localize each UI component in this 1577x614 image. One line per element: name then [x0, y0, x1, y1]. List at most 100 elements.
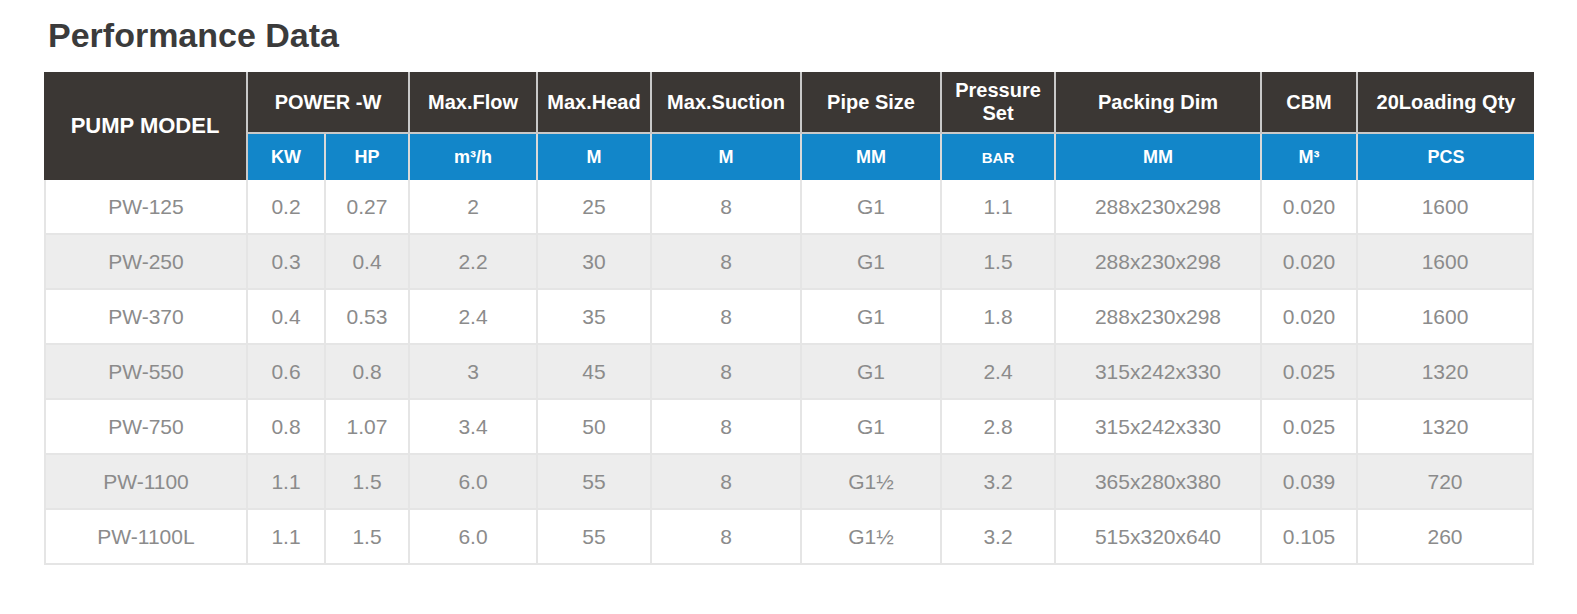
- table-row: PW-125 0.2 0.27 2 25 8 G1 1.1 288x230x29…: [44, 180, 1534, 235]
- page-title: Performance Data: [48, 16, 1577, 55]
- pump-model-cell: PW-370: [44, 290, 248, 345]
- table-cell: 0.105: [1262, 510, 1358, 565]
- table-cell: 1.07: [326, 400, 410, 455]
- table-cell: 35: [538, 290, 652, 345]
- table-cell: 55: [538, 455, 652, 510]
- table-cell: G1: [802, 345, 942, 400]
- table-cell: 1.1: [248, 510, 326, 565]
- column-header-max-suction: Max.Suction: [652, 72, 802, 134]
- table-cell: 2.4: [410, 290, 538, 345]
- table-cell: 1600: [1358, 290, 1534, 345]
- table-cell: 0.4: [326, 235, 410, 290]
- table-cell: 2.2: [410, 235, 538, 290]
- table-cell: 315x242x330: [1056, 400, 1262, 455]
- table-cell: 2.4: [942, 345, 1056, 400]
- table-cell: 260: [1358, 510, 1534, 565]
- pump-model-cell: PW-1100: [44, 455, 248, 510]
- table-cell: 2: [410, 180, 538, 235]
- table-cell: 1320: [1358, 345, 1534, 400]
- table-cell: G1: [802, 180, 942, 235]
- table-cell: 1.1: [248, 455, 326, 510]
- table-cell: 1600: [1358, 235, 1534, 290]
- table-cell: 8: [652, 180, 802, 235]
- table-cell: 3.2: [942, 455, 1056, 510]
- table-cell: 3.2: [942, 510, 1056, 565]
- performance-table: PUMP MODEL POWER -W Max.Flow Max.Head Ma…: [44, 72, 1534, 565]
- unit-header-bar: BAR: [942, 134, 1056, 180]
- column-header-max-flow: Max.Flow: [410, 72, 538, 134]
- table-row: PW-550 0.6 0.8 3 45 8 G1 2.4 315x242x330…: [44, 345, 1534, 400]
- column-header-packing-dim: Packing Dim: [1056, 72, 1262, 134]
- column-header-pump-model: PUMP MODEL: [44, 72, 248, 180]
- table-cell: 45: [538, 345, 652, 400]
- table-cell: 720: [1358, 455, 1534, 510]
- unit-header-pcs: PCS: [1358, 134, 1534, 180]
- table-cell: 0.3: [248, 235, 326, 290]
- table-cell: 315x242x330: [1056, 345, 1262, 400]
- table-cell: 1.5: [942, 235, 1056, 290]
- table-cell: G1½: [802, 510, 942, 565]
- pump-model-cell: PW-250: [44, 235, 248, 290]
- table-row: PW-370 0.4 0.53 2.4 35 8 G1 1.8 288x230x…: [44, 290, 1534, 345]
- table-cell: 0.020: [1262, 290, 1358, 345]
- table-cell: 0.8: [326, 345, 410, 400]
- table-cell: 365x280x380: [1056, 455, 1262, 510]
- unit-header-m3h: m³/h: [410, 134, 538, 180]
- pump-model-cell: PW-750: [44, 400, 248, 455]
- table-cell: 3.4: [410, 400, 538, 455]
- table-cell: G1: [802, 400, 942, 455]
- table-cell: 3: [410, 345, 538, 400]
- table-cell: 0.6: [248, 345, 326, 400]
- table-cell: 288x230x298: [1056, 290, 1262, 345]
- pump-model-cell: PW-125: [44, 180, 248, 235]
- unit-header-m3: M³: [1262, 134, 1358, 180]
- column-header-power: POWER -W: [248, 72, 410, 134]
- table-cell: 8: [652, 455, 802, 510]
- table-cell: 1.8: [942, 290, 1056, 345]
- table-cell: 8: [652, 400, 802, 455]
- column-header-cbm: CBM: [1262, 72, 1358, 134]
- table-cell: G1: [802, 235, 942, 290]
- table-cell: 8: [652, 345, 802, 400]
- pump-model-cell: PW-550: [44, 345, 248, 400]
- table-cell: 55: [538, 510, 652, 565]
- table-cell: 1600: [1358, 180, 1534, 235]
- table-cell: 1.1: [942, 180, 1056, 235]
- table-cell: 8: [652, 235, 802, 290]
- table-cell: 0.025: [1262, 400, 1358, 455]
- table-cell: 30: [538, 235, 652, 290]
- unit-header-hp: HP: [326, 134, 410, 180]
- table-cell: 6.0: [410, 455, 538, 510]
- table-cell: 288x230x298: [1056, 235, 1262, 290]
- table-cell: G1: [802, 290, 942, 345]
- table-cell: 6.0: [410, 510, 538, 565]
- table-cell: 0.020: [1262, 180, 1358, 235]
- column-header-pressure-set: Pressure Set: [942, 72, 1056, 134]
- table-cell: 288x230x298: [1056, 180, 1262, 235]
- table-cell: 0.27: [326, 180, 410, 235]
- unit-header-mm-pipe: MM: [802, 134, 942, 180]
- unit-header-m-head: M: [538, 134, 652, 180]
- table-cell: 0.53: [326, 290, 410, 345]
- table-row: PW-250 0.3 0.4 2.2 30 8 G1 1.5 288x230x2…: [44, 235, 1534, 290]
- table-cell: 0.039: [1262, 455, 1358, 510]
- table-cell: 0.8: [248, 400, 326, 455]
- table-cell: 0.025: [1262, 345, 1358, 400]
- column-header-max-head: Max.Head: [538, 72, 652, 134]
- table-cell: 0.2: [248, 180, 326, 235]
- column-header-pipe-size: Pipe Size: [802, 72, 942, 134]
- pump-model-cell: PW-1100L: [44, 510, 248, 565]
- column-header-loading-qty: 20Loading Qty: [1358, 72, 1534, 134]
- table-cell: 1320: [1358, 400, 1534, 455]
- unit-header-kw: KW: [248, 134, 326, 180]
- table-cell: 25: [538, 180, 652, 235]
- table-cell: 50: [538, 400, 652, 455]
- table-cell: 515x320x640: [1056, 510, 1262, 565]
- table-cell: 0.4: [248, 290, 326, 345]
- table-cell: 8: [652, 290, 802, 345]
- table-cell: 0.020: [1262, 235, 1358, 290]
- table-row: PW-750 0.8 1.07 3.4 50 8 G1 2.8 315x242x…: [44, 400, 1534, 455]
- unit-header-mm-packing: MM: [1056, 134, 1262, 180]
- table-cell: 1.5: [326, 510, 410, 565]
- table-cell: G1½: [802, 455, 942, 510]
